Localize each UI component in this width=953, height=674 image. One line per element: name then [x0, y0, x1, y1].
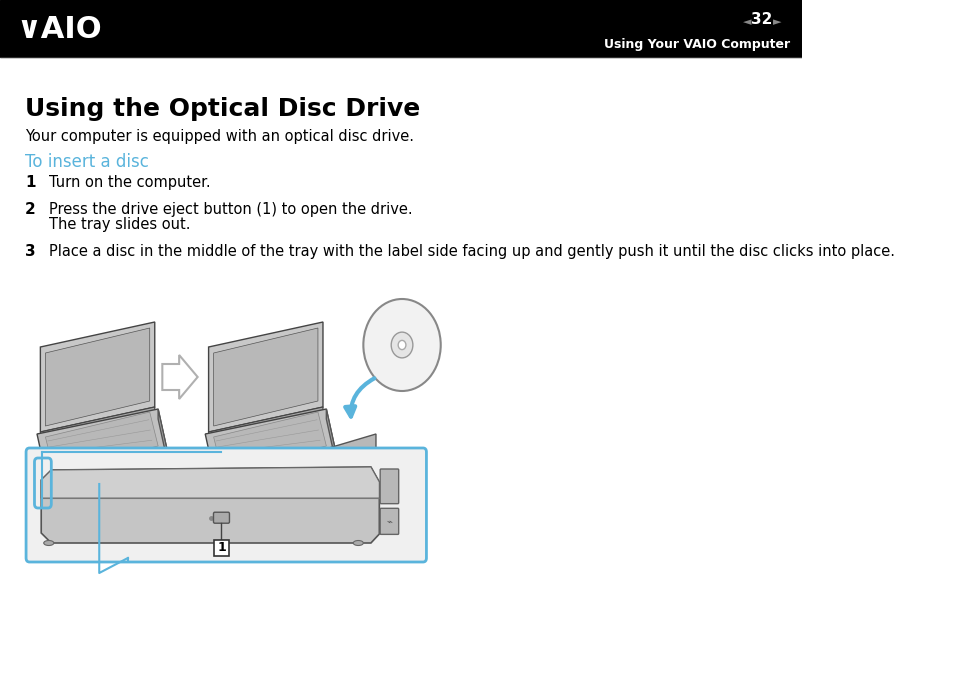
Polygon shape — [41, 467, 379, 543]
Text: The tray slides out.: The tray slides out. — [49, 217, 190, 232]
Text: ⌁: ⌁ — [386, 516, 392, 526]
Polygon shape — [158, 409, 168, 465]
Polygon shape — [41, 467, 379, 498]
Circle shape — [391, 332, 413, 358]
Text: Using the Optical Disc Drive: Using the Optical Disc Drive — [25, 97, 420, 121]
Polygon shape — [205, 409, 336, 480]
Polygon shape — [326, 409, 336, 465]
Polygon shape — [213, 412, 326, 471]
Text: To insert a disc: To insert a disc — [25, 153, 149, 171]
Polygon shape — [209, 322, 323, 432]
Text: Press the drive eject button (1) to open the drive.: Press the drive eject button (1) to open… — [49, 202, 412, 217]
Circle shape — [363, 299, 440, 391]
Text: 3: 3 — [25, 244, 36, 259]
Polygon shape — [209, 407, 323, 437]
Text: Place a disc in the middle of the tray with the label side facing up and gently : Place a disc in the middle of the tray w… — [49, 244, 894, 259]
Text: 1: 1 — [25, 175, 35, 190]
FancyBboxPatch shape — [213, 512, 230, 523]
Text: ◄: ◄ — [741, 17, 750, 27]
Polygon shape — [215, 455, 336, 490]
Ellipse shape — [44, 541, 53, 545]
Ellipse shape — [353, 541, 363, 545]
Circle shape — [397, 340, 405, 350]
FancyBboxPatch shape — [26, 448, 426, 562]
Polygon shape — [318, 434, 375, 489]
Bar — [0, 0, 801, 57]
Polygon shape — [213, 328, 317, 426]
Text: 32: 32 — [751, 12, 772, 28]
FancyBboxPatch shape — [213, 540, 229, 556]
Text: Using Your VAIO Computer: Using Your VAIO Computer — [604, 38, 790, 51]
Polygon shape — [46, 412, 158, 471]
Text: 1: 1 — [217, 541, 226, 554]
Text: Your computer is equipped with an optical disc drive.: Your computer is equipped with an optica… — [25, 129, 414, 144]
Text: 2: 2 — [25, 202, 36, 217]
Polygon shape — [162, 355, 197, 399]
Text: Turn on the computer.: Turn on the computer. — [49, 175, 211, 190]
Polygon shape — [40, 407, 154, 437]
Polygon shape — [37, 409, 168, 480]
Polygon shape — [46, 328, 150, 426]
FancyBboxPatch shape — [380, 508, 398, 534]
FancyBboxPatch shape — [380, 469, 398, 503]
Polygon shape — [40, 322, 154, 432]
Polygon shape — [47, 455, 168, 490]
Text: ►: ► — [772, 17, 781, 27]
Text: ∨AIO: ∨AIO — [17, 15, 102, 44]
